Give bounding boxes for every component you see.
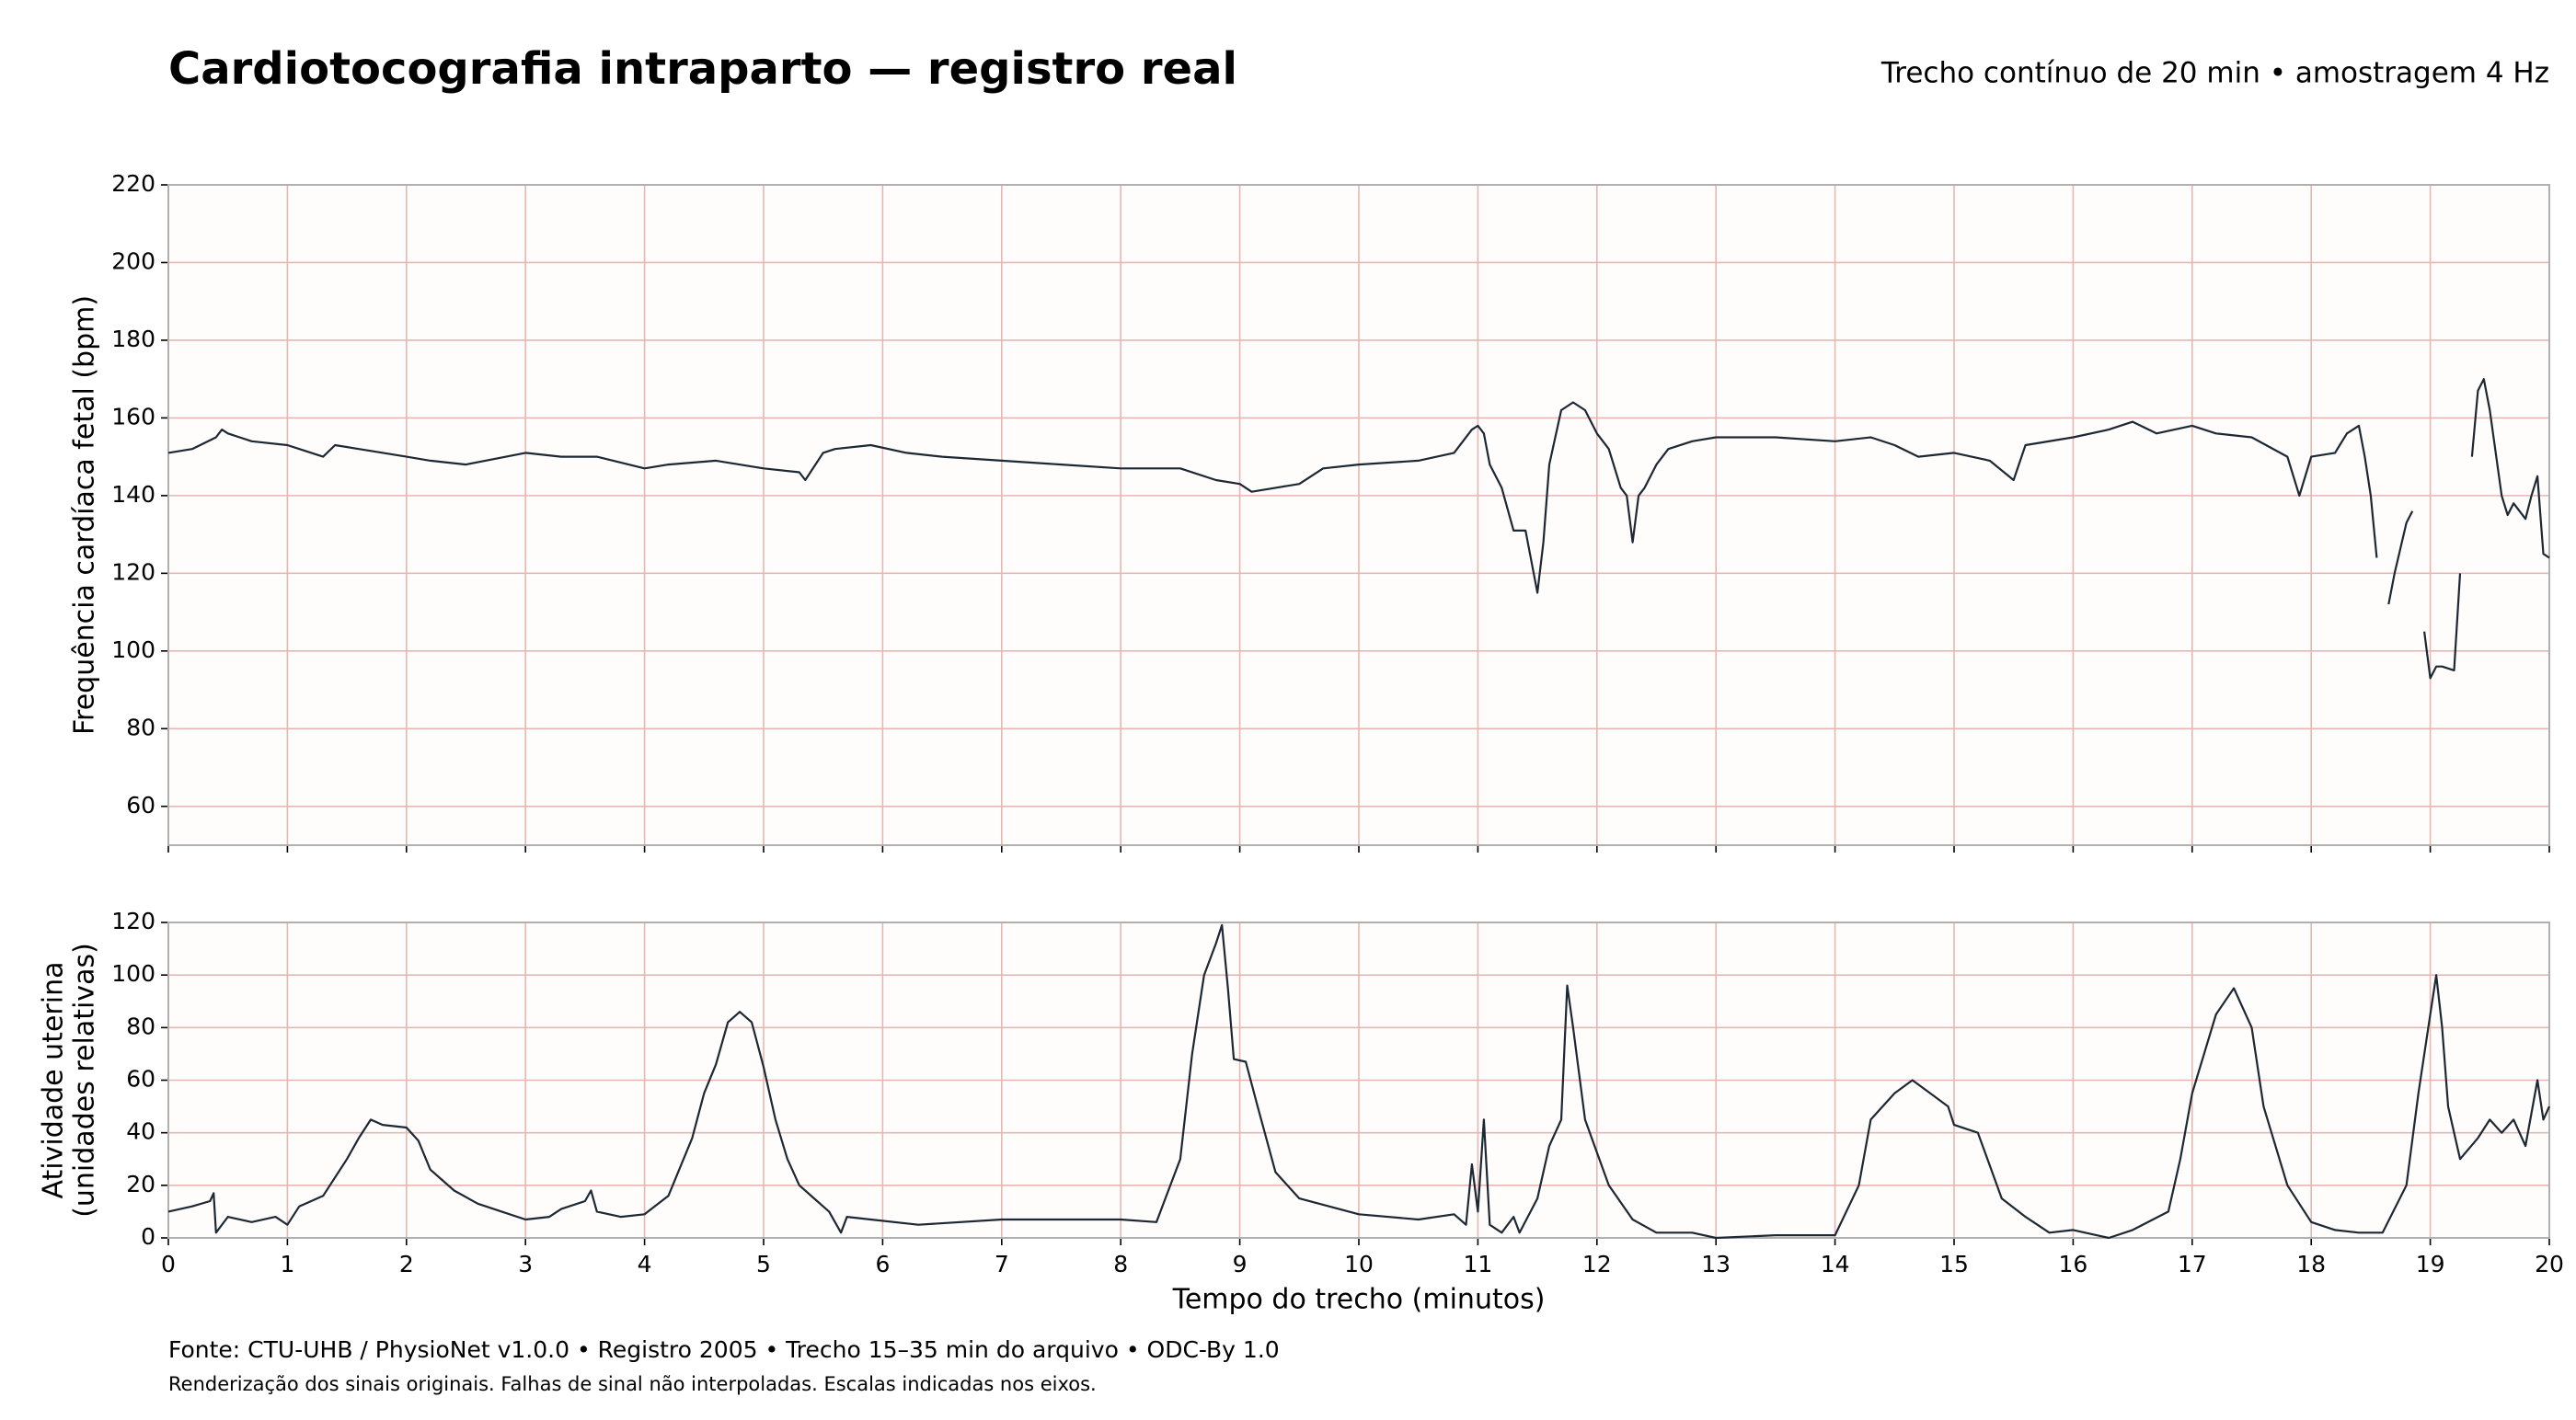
y-tick-label: 100 [111,960,155,987]
y-tick-label: 160 [111,403,155,429]
signal-line [167,378,2550,680]
y-tick-label: 40 [126,1118,155,1145]
x-tick-label: 11 [1463,1251,1492,1277]
x-tick-label: 8 [1113,1251,1128,1277]
x-tick-label: 15 [1939,1251,1969,1277]
plot-frame [167,922,2550,1239]
y-tick-label: 180 [111,326,155,352]
x-tick-label: 2 [399,1251,414,1277]
x-tick-label: 16 [2058,1251,2087,1277]
y-tick-label: 60 [126,1066,155,1093]
y-tick-label: 80 [126,1013,155,1039]
chart-title: Cardiotocografia intraparto — registro r… [168,43,1237,95]
signal-line [167,923,2551,1240]
x-tick-label: 19 [2416,1251,2445,1277]
plot-frame [167,184,2550,846]
y-axis-label: Frequência cardíaca fetal (bpm) [69,295,101,735]
x-axis-label: Tempo do trecho (minutos) [1172,1284,1546,1316]
footer-note: Renderização dos sinais originais. Falha… [168,1373,1097,1395]
x-tick-label: 3 [518,1251,533,1277]
x-tick-label: 4 [638,1251,652,1277]
x-tick-label: 1 [280,1251,294,1277]
y-tick-label: 200 [111,247,155,274]
y-tick-label: 220 [111,170,155,197]
x-tick-label: 7 [995,1251,1009,1277]
y-tick-label: 120 [111,558,155,585]
chart-subtitle: Trecho contínuo de 20 min • amostragem 4… [1880,57,2549,90]
x-tick-label: 10 [1344,1251,1374,1277]
y-axis-label: Atividade uterina [38,962,70,1199]
y-tick-label: 80 [126,714,155,740]
x-tick-label: 9 [1233,1251,1248,1277]
y-tick-label: 60 [126,792,155,819]
y-tick-label: 100 [111,636,155,663]
y-axis-label: (unidades relativas) [69,943,101,1218]
footer-source: Fonte: CTU-UHB / PhysioNet v1.0.0 • Regi… [168,1336,1280,1363]
x-tick-label: 6 [875,1251,890,1277]
x-tick-label: 13 [1701,1251,1731,1277]
y-tick-label: 20 [126,1171,155,1197]
y-tick-label: 120 [111,908,155,934]
x-tick-label: 5 [756,1251,771,1277]
x-tick-label: 14 [1821,1251,1850,1277]
y-tick-label: 140 [111,481,155,508]
x-tick-label: 12 [1582,1251,1612,1277]
x-tick-label: 20 [2535,1251,2564,1277]
y-tick-label: 0 [141,1223,155,1250]
x-tick-label: 18 [2296,1251,2326,1277]
x-tick-label: 17 [2178,1251,2207,1277]
x-tick-label: 0 [161,1251,176,1277]
